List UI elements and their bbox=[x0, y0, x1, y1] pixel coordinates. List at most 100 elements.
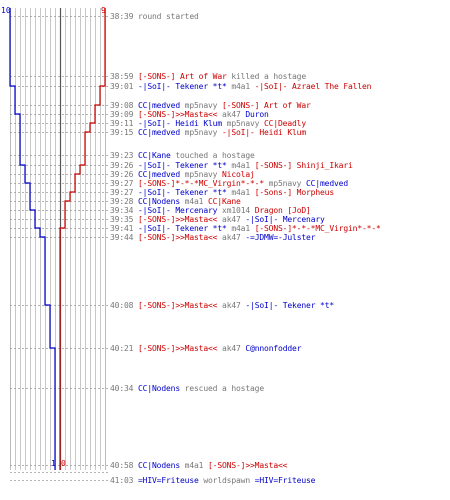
event-action: m4a1 bbox=[226, 188, 255, 197]
team-red-series-line bbox=[59, 8, 106, 470]
event-time: 39:41 bbox=[110, 224, 134, 233]
event-player: CC|Nodens bbox=[138, 384, 181, 393]
event-row: 39:44 [-SONS-]>>Masta<< ak47 -=JDMW=-Jul… bbox=[110, 233, 316, 242]
event-player: CC|medved bbox=[138, 170, 181, 179]
event-player: Duron bbox=[245, 110, 269, 119]
event-action: ak47 bbox=[217, 215, 246, 224]
event-time: 40:08 bbox=[110, 301, 134, 310]
event-time: 38:59 bbox=[110, 72, 134, 81]
event-player: -|SoI|- Tekener *t* bbox=[138, 224, 227, 233]
event-time: 40:34 bbox=[110, 384, 134, 393]
event-player: [-SONS-] Art of War bbox=[138, 72, 227, 81]
event-player: CC|Kane bbox=[208, 197, 241, 206]
event-player: [-SONS-]>>Masta<< bbox=[138, 233, 218, 242]
event-time: 39:35 bbox=[110, 215, 134, 224]
event-player: -|SoI|- Heidi Klum bbox=[138, 119, 223, 128]
event-player: -|SoI|- Heidi Klum bbox=[222, 128, 307, 137]
event-row: 38:39 round started bbox=[110, 12, 199, 21]
score-bottom-left: 1 bbox=[51, 459, 56, 468]
event-action: m4a1 bbox=[226, 82, 255, 91]
event-player: [-SONS-]>>Masta<< bbox=[138, 344, 218, 353]
score-top-right: 9 bbox=[101, 6, 106, 15]
event-row: 40:34 CC|Nodens rescued a hostage bbox=[110, 384, 264, 393]
event-action: mp5navy bbox=[264, 179, 307, 188]
event-action: m4a1 bbox=[226, 161, 255, 170]
event-action: rescued a hostage bbox=[180, 384, 265, 393]
event-action: mp5navy bbox=[180, 128, 223, 137]
event-player: [-SONS-] Art of War bbox=[222, 101, 311, 110]
event-time: 40:58 bbox=[110, 461, 134, 470]
event-row: 39:27 [-SONS-]*-*-*MC_Virgin*-*-* mp5nav… bbox=[110, 179, 348, 188]
event-row: 39:01 -|SoI|- Tekener *t* m4a1 -|SoI|- A… bbox=[110, 82, 372, 91]
event-player: [-SONS-]*-*-*MC_Virgin*-*-* bbox=[138, 179, 265, 188]
event-action: m4a1 bbox=[180, 461, 209, 470]
event-player: CC|Nodens bbox=[138, 197, 181, 206]
event-player: =HIV=Friteuse bbox=[138, 476, 199, 485]
event-action: ak47 bbox=[217, 233, 246, 242]
event-time: 39:23 bbox=[110, 151, 134, 160]
event-row: 41:03 =HIV=Friteuse worldspawn =HIV=Frit… bbox=[110, 476, 316, 485]
event-time: 39:34 bbox=[110, 206, 134, 215]
event-time: 39:26 bbox=[110, 161, 134, 170]
event-row: 40:58 CC|Nodens m4a1 [-SONS-]>>Masta<< bbox=[110, 461, 288, 470]
event-time: 39:28 bbox=[110, 197, 134, 206]
event-row: 40:08 [-SONS-]>>Masta<< ak47 -|SoI|- Tek… bbox=[110, 301, 334, 310]
event-player: -|SoI|- Azrael The Fallen bbox=[254, 82, 372, 91]
event-row: 39:11 -|SoI|- Heidi Klum mp5navy CC|Dead… bbox=[110, 119, 306, 128]
event-action: ak47 bbox=[217, 110, 246, 119]
event-player: [-SONS-]>>Masta<< bbox=[138, 215, 218, 224]
event-time: 39:15 bbox=[110, 128, 134, 137]
event-time: 41:03 bbox=[110, 476, 134, 485]
event-player: -|SoI|- Mercenary bbox=[138, 206, 218, 215]
event-row: 40:21 [-SONS-]>>Masta<< ak47 C@nnonfodde… bbox=[110, 344, 302, 353]
event-row: 39:41 -|SoI|- Tekener *t* m4a1 [-SONS-]*… bbox=[110, 224, 381, 233]
event-action: mp5navy bbox=[180, 170, 223, 179]
event-row: 39:34 -|SoI|- Mercenary xm1014 Dragon [J… bbox=[110, 206, 311, 215]
event-player: [-SONS-]>>Masta<< bbox=[138, 110, 218, 119]
event-time: 39:09 bbox=[110, 110, 134, 119]
event-player: -|SoI|- Tekener *t* bbox=[138, 188, 227, 197]
event-action: round started bbox=[138, 12, 199, 21]
event-player: [-SONS-]>>Masta<< bbox=[138, 301, 218, 310]
event-time: 39:01 bbox=[110, 82, 134, 91]
event-player: -|SoI|- Tekener *t* bbox=[138, 161, 227, 170]
event-row: 39:27 -|SoI|- Tekener *t* m4a1 [-Sons-] … bbox=[110, 188, 334, 197]
event-time: 39:08 bbox=[110, 101, 134, 110]
event-action: killed a hostage bbox=[226, 72, 307, 81]
score-top-left: 10 bbox=[1, 6, 11, 15]
event-player: Dragon [JoD] bbox=[254, 206, 311, 215]
event-player: [-Sons-] Morpheus bbox=[254, 188, 335, 197]
event-player: [-SONS-]>>Masta<< bbox=[208, 461, 288, 470]
team-blue-series-line bbox=[9, 8, 56, 470]
event-player: CC|medved bbox=[138, 128, 181, 137]
event-player: -=JDMW=-Julster bbox=[245, 233, 316, 242]
event-time: 39:26 bbox=[110, 170, 134, 179]
event-action: m4a1 bbox=[226, 224, 255, 233]
event-time: 38:39 bbox=[110, 12, 134, 21]
event-action: ak47 bbox=[217, 301, 246, 310]
event-player: [-SONS-]*-*-*MC_Virgin*-*-* bbox=[254, 224, 381, 233]
event-action: m4a1 bbox=[180, 197, 209, 206]
event-action: ak47 bbox=[217, 344, 246, 353]
event-player: -|SoI|- Tekener *t* bbox=[138, 82, 227, 91]
event-row: 39:09 [-SONS-]>>Masta<< ak47 Duron bbox=[110, 110, 269, 119]
event-row: 39:08 CC|medved mp5navy [-SONS-] Art of … bbox=[110, 101, 311, 110]
event-player: CC|Nodens bbox=[138, 461, 181, 470]
event-player: Nicolaj bbox=[222, 170, 255, 179]
event-action: worldspawn bbox=[198, 476, 255, 485]
score-bottom-right: 0 bbox=[61, 459, 66, 468]
event-time: 40:21 bbox=[110, 344, 134, 353]
event-player: CC|medved bbox=[306, 179, 349, 188]
event-player: -|SoI|- Tekener *t* bbox=[245, 301, 335, 310]
event-row: 39:28 CC|Nodens m4a1 CC|Kane bbox=[110, 197, 241, 206]
event-player: C@nnonfodder bbox=[245, 344, 302, 353]
event-action: touched a hostage bbox=[170, 151, 255, 160]
event-action: mp5navy bbox=[222, 119, 265, 128]
event-row: 39:15 CC|medved mp5navy -|SoI|- Heidi Kl… bbox=[110, 128, 306, 137]
event-player: CC|Kane bbox=[138, 151, 171, 160]
event-time: 39:27 bbox=[110, 179, 134, 188]
event-player: CC|medved bbox=[138, 101, 181, 110]
event-row: 39:23 CC|Kane touched a hostage bbox=[110, 151, 255, 160]
event-row: 39:35 [-SONS-]>>Masta<< ak47 -|SoI|- Mer… bbox=[110, 215, 325, 224]
